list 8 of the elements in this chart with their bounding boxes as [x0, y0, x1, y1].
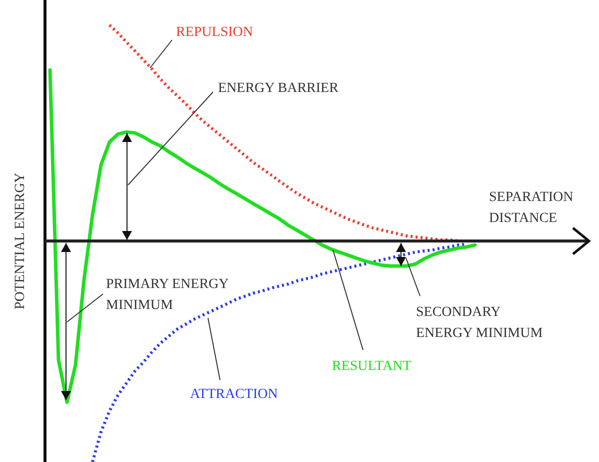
text: RESULTANT	[332, 359, 412, 374]
text: ATTRACTION	[190, 387, 278, 402]
x-axis-title: SEPARATION DISTANCE	[489, 190, 574, 226]
text: REPULSION	[176, 25, 254, 40]
annotation: ENERGY BARRIER	[218, 81, 340, 96]
annotation: PRIMARY ENERGY MINIMUM	[106, 277, 229, 313]
y-axis-title: POTENTIAL ENERGY	[13, 172, 28, 310]
annotation: SECONDARY ENERGY MINIMUM	[416, 305, 544, 341]
